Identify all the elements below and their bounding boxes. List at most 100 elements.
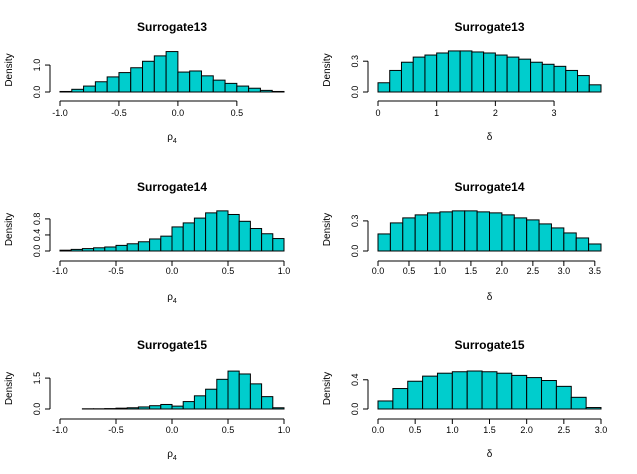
histogram-bar (193, 395, 207, 410)
histogram-bar (476, 211, 491, 252)
histogram-bar (115, 407, 128, 410)
histogram-bar (160, 235, 173, 252)
histogram-bar (427, 212, 441, 252)
histogram-bar (249, 228, 263, 252)
histogram-bar (541, 63, 555, 93)
x-tick-label: 1.0 (434, 266, 447, 276)
x-tick-label: 0.5 (409, 425, 422, 435)
histogram-bar (261, 233, 274, 252)
histogram-bar (160, 403, 173, 410)
histogram-bar (526, 219, 540, 252)
x-tick-label: 3.5 (589, 266, 602, 276)
histogram-bar (501, 214, 515, 252)
panel-title: Surrogate14 (137, 180, 207, 194)
histogram-bar (541, 380, 557, 410)
x-axis-label-main: δ (487, 292, 493, 303)
y-tick-label: 0.0 (32, 403, 42, 416)
histogram-bar (526, 377, 543, 410)
histogram-bar (377, 233, 391, 252)
panel-title: Surrogate15 (454, 338, 524, 352)
y-tick-label: 0.3 (350, 215, 360, 228)
histogram-bar (94, 81, 108, 93)
x-tick-label: 2.0 (520, 425, 533, 435)
histogram-bar (471, 51, 485, 93)
histogram-bar (496, 372, 513, 410)
histogram-bar (171, 226, 184, 252)
histogram-bar (71, 88, 85, 93)
x-tick-label: 0.5 (222, 266, 235, 276)
histogram-bar (585, 407, 602, 410)
histogram-bar (414, 214, 429, 252)
histogram-bar (459, 50, 473, 93)
histogram-bar (565, 69, 579, 93)
x-tick-label: 2.5 (527, 266, 540, 276)
x-axis-label: δ (487, 449, 493, 460)
histogram-bar (272, 407, 285, 410)
histogram-bar (481, 371, 498, 410)
histogram-bar (407, 380, 424, 410)
histogram-bar (182, 222, 195, 252)
x-axis-label-subscript: 4 (173, 138, 177, 145)
x-tick-label: -1.0 (52, 425, 68, 435)
histogram-bar (59, 90, 73, 93)
histogram-bar (466, 370, 483, 410)
x-tick-label: 2 (493, 108, 498, 118)
x-tick-label: 0.0 (372, 266, 385, 276)
histogram-panel-4: Surrogate14 0.0 0.5 1.0 1.5 2.0 2.5 3.0 3.5 0.0 0.… (322, 180, 602, 303)
panel-title: Surrogate15 (137, 338, 207, 352)
histogram-panel-2: Surrogate13 0 1 2 3 0.0 0.3 Density δ (322, 20, 602, 143)
histogram-bar (126, 407, 139, 410)
y-tick-label: 0.0 (350, 86, 360, 99)
histogram-bar (538, 223, 552, 252)
x-axis-label-main: ρ (167, 292, 173, 303)
x-tick-label: 2.5 (558, 425, 571, 435)
y-tick-label: 0.8 (32, 213, 42, 226)
histogram-bar (518, 58, 532, 93)
x-axis-label-subscript: 4 (173, 455, 177, 462)
histogram-bar (205, 388, 218, 410)
x-axis-label-main: ρ (167, 449, 173, 460)
x-tick-label: -0.5 (108, 425, 124, 435)
histogram-bar (588, 84, 602, 93)
histogram-bar (227, 213, 240, 252)
x-tick-label: 0.0 (372, 425, 385, 435)
histogram-bar (137, 406, 151, 410)
x-axis-label: δ (487, 132, 493, 143)
histogram-bar (216, 378, 229, 410)
panel-title: Surrogate13 (454, 20, 524, 34)
x-tick-label: 1.0 (278, 266, 291, 276)
x-tick-label: 0.0 (172, 108, 185, 118)
histogram-bar (227, 370, 240, 410)
histogram-bar (205, 212, 218, 252)
panel-title: Surrogate14 (454, 180, 524, 194)
x-axis-label-main: δ (487, 449, 493, 460)
histogram-bar (575, 237, 590, 252)
histogram-bar (130, 67, 144, 93)
histogram-bar (83, 85, 96, 93)
histogram-bar (439, 211, 453, 252)
x-axis-label: ρ4 (167, 292, 177, 305)
histogram-bar (137, 241, 151, 252)
histogram-bar (389, 69, 402, 93)
histogram-bar (588, 243, 602, 252)
histogram-bar (389, 222, 404, 252)
histogram-bar (165, 51, 179, 93)
x-tick-label: -0.5 (108, 266, 124, 276)
histogram-bar (224, 82, 238, 93)
panel-title: Surrogate13 (137, 20, 207, 34)
histogram-bar (238, 220, 251, 252)
histogram-bar (106, 76, 120, 93)
histogram-bar (570, 396, 587, 410)
histogram-bar (149, 405, 162, 410)
histogram-bar (216, 210, 229, 252)
histogram-bar (464, 210, 478, 252)
x-axis-label: ρ4 (167, 449, 177, 462)
histogram-bar (271, 90, 285, 93)
x-tick-label: 2.0 (496, 266, 509, 276)
histogram-bar (550, 227, 565, 252)
y-tick-label: 1.0 (32, 59, 42, 72)
y-axis-label: Density (4, 53, 15, 86)
histogram-panel-1: Surrogate13 -1.0 -0.5 0.0 0.5 0.0 1.0 Density ρ4 (4, 20, 285, 145)
x-tick-label: 1.0 (446, 425, 459, 435)
histogram-panel-5: Surrogate15 -1.0 -0.5 0.0 0.5 1.0 0.0 1.5 Densit… (4, 338, 290, 462)
